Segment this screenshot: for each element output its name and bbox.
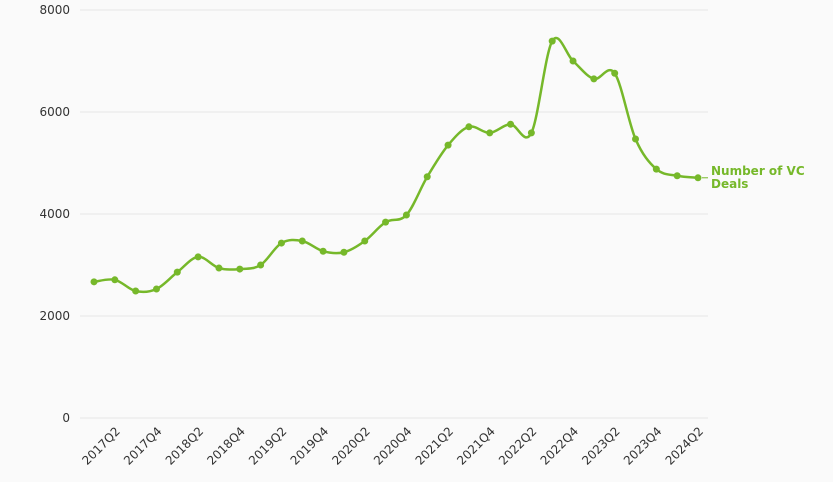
data-point — [111, 276, 119, 284]
data-point — [215, 264, 223, 272]
data-point — [319, 247, 327, 255]
data-point — [652, 165, 660, 173]
x-tick-label: 2021Q2 — [413, 424, 457, 468]
x-tick-label: 2017Q2 — [79, 424, 123, 468]
data-point — [548, 37, 556, 45]
data-point — [444, 141, 452, 149]
x-tick-label: 2018Q2 — [163, 424, 207, 468]
data-point — [298, 237, 306, 245]
data-point — [257, 261, 265, 269]
y-tick-label: 8000 — [39, 3, 70, 17]
x-tick-label: 2018Q4 — [204, 424, 248, 468]
data-point — [569, 57, 577, 65]
data-point — [277, 239, 285, 247]
data-point — [340, 248, 348, 256]
x-tick-label: 2019Q4 — [288, 424, 332, 468]
y-tick-label: 6000 — [39, 105, 70, 119]
data-point — [194, 253, 202, 261]
x-tick-label: 2017Q4 — [121, 424, 165, 468]
x-tick-label: 2023Q2 — [579, 424, 623, 468]
data-point — [423, 173, 431, 181]
data-point — [611, 69, 619, 77]
x-tick-label: 2020Q2 — [329, 424, 373, 468]
x-tick-label: 2024Q2 — [663, 424, 707, 468]
data-point — [590, 75, 598, 83]
data-point — [632, 135, 640, 143]
data-point — [527, 129, 535, 137]
data-point — [236, 265, 244, 273]
x-tick-label: 2022Q2 — [496, 424, 540, 468]
y-tick-label: 2000 — [39, 309, 70, 323]
data-point — [382, 218, 390, 226]
data-point — [402, 211, 410, 219]
data-point — [173, 268, 181, 276]
data-point — [673, 172, 681, 180]
data-point — [507, 120, 515, 128]
data-point — [694, 174, 702, 182]
x-tick-label: 2020Q4 — [371, 424, 415, 468]
y-tick-label: 0 — [62, 411, 70, 425]
data-point — [486, 129, 494, 137]
x-tick-label: 2022Q4 — [538, 424, 582, 468]
x-tick-label: 2021Q4 — [454, 424, 498, 468]
data-point — [132, 287, 140, 295]
series-line — [93, 37, 699, 294]
data-point — [361, 237, 369, 245]
series-label: Number of VC Deals — [711, 164, 805, 191]
data-point — [90, 278, 98, 286]
legend-entry: Number of VC Deals — [711, 164, 805, 191]
data-point — [465, 123, 473, 131]
data-point — [152, 285, 160, 293]
y-tick-label: 4000 — [39, 207, 70, 221]
x-tick-label: 2019Q2 — [246, 424, 290, 468]
x-tick-label: 2023Q4 — [621, 424, 665, 468]
